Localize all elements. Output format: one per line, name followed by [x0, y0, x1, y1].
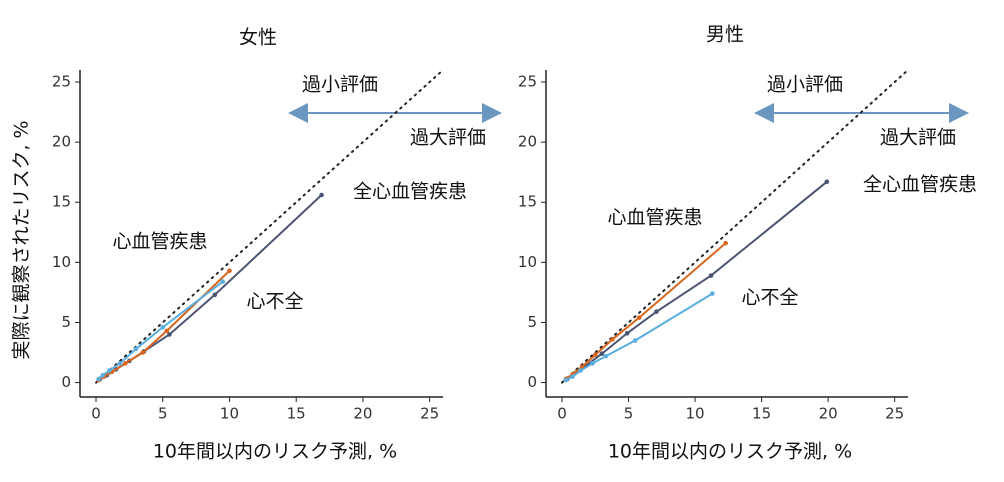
x-tick-label: 20	[819, 405, 838, 423]
annotation: 過大評価	[880, 127, 956, 149]
x-axis-label: 10年間以内のリスク予測, %	[153, 441, 397, 463]
data-point	[160, 324, 166, 330]
data-point	[227, 268, 232, 274]
data-point	[107, 368, 112, 373]
data-point	[100, 373, 105, 378]
series-label: 心不全	[741, 287, 798, 309]
data-point	[212, 292, 218, 298]
x-tick-label: 15	[752, 405, 771, 423]
y-axis-label: 実際に観察されたリスク, %	[11, 120, 33, 359]
data-point	[610, 336, 615, 342]
data-point	[563, 377, 569, 383]
y-tick-label: 20	[518, 133, 537, 151]
data-point	[319, 192, 324, 198]
reference-line	[95, 69, 444, 384]
x-tick-label: 25	[420, 405, 439, 423]
data-point	[636, 315, 642, 320]
chart-title: 男性	[706, 24, 744, 46]
y-tick-label: 0	[61, 373, 71, 391]
data-point	[578, 368, 583, 373]
series-line	[565, 242, 727, 380]
data-point	[710, 291, 715, 296]
annotation: 過小評価	[767, 74, 843, 96]
y-tick-label: 25	[52, 73, 71, 91]
x-tick-label: 5	[158, 405, 168, 423]
series-line	[98, 280, 224, 380]
series-label: 心不全	[246, 291, 303, 313]
data-point	[117, 361, 123, 366]
y-tick-label: 5	[527, 313, 537, 331]
data-point	[123, 361, 128, 366]
data-point	[824, 179, 830, 185]
series-label: 心血管疾患	[607, 207, 702, 229]
x-tick-label: 15	[287, 405, 306, 423]
data-point	[592, 352, 598, 358]
data-point	[590, 361, 595, 366]
data-point	[723, 240, 728, 246]
data-point	[167, 332, 172, 337]
series-label: 心血管疾患	[112, 231, 207, 253]
y-tick-label: 5	[61, 313, 71, 331]
data-point	[599, 351, 605, 357]
y-tick-label: 15	[518, 193, 537, 211]
chart-title: 女性	[239, 27, 277, 49]
x-tick-label: 10	[686, 405, 705, 423]
series-label: 全心血管疾患	[863, 174, 977, 196]
data-point	[570, 374, 575, 379]
x-tick-label: 10	[220, 405, 239, 423]
data-point	[624, 330, 630, 336]
y-tick-label: 10	[52, 253, 71, 271]
x-tick-label: 20	[353, 405, 372, 423]
data-point	[708, 273, 714, 278]
x-tick-label: 5	[624, 405, 634, 423]
x-tick-label: 0	[91, 405, 101, 423]
data-point	[164, 328, 170, 334]
data-point	[603, 353, 609, 359]
y-tick-label: 0	[527, 373, 537, 391]
x-axis-label: 10年間以内のリスク予測, %	[608, 441, 852, 463]
annotation: 過小評価	[302, 74, 378, 96]
y-tick-label: 15	[52, 193, 71, 211]
x-tick-label: 25	[885, 405, 904, 423]
data-point	[220, 279, 226, 284]
data-point	[140, 350, 146, 355]
y-tick-label: 10	[518, 253, 537, 271]
series-label: 全心血管疾患	[353, 181, 467, 203]
data-point	[96, 376, 101, 382]
y-tick-label: 25	[518, 73, 537, 91]
x-tick-label: 0	[557, 405, 567, 423]
data-point	[632, 338, 638, 343]
reference-line	[560, 69, 909, 384]
data-point	[133, 346, 139, 352]
series-line	[565, 292, 713, 382]
y-tick-label: 20	[52, 133, 71, 151]
annotation: 過大評価	[410, 127, 486, 149]
data-point	[654, 309, 659, 314]
